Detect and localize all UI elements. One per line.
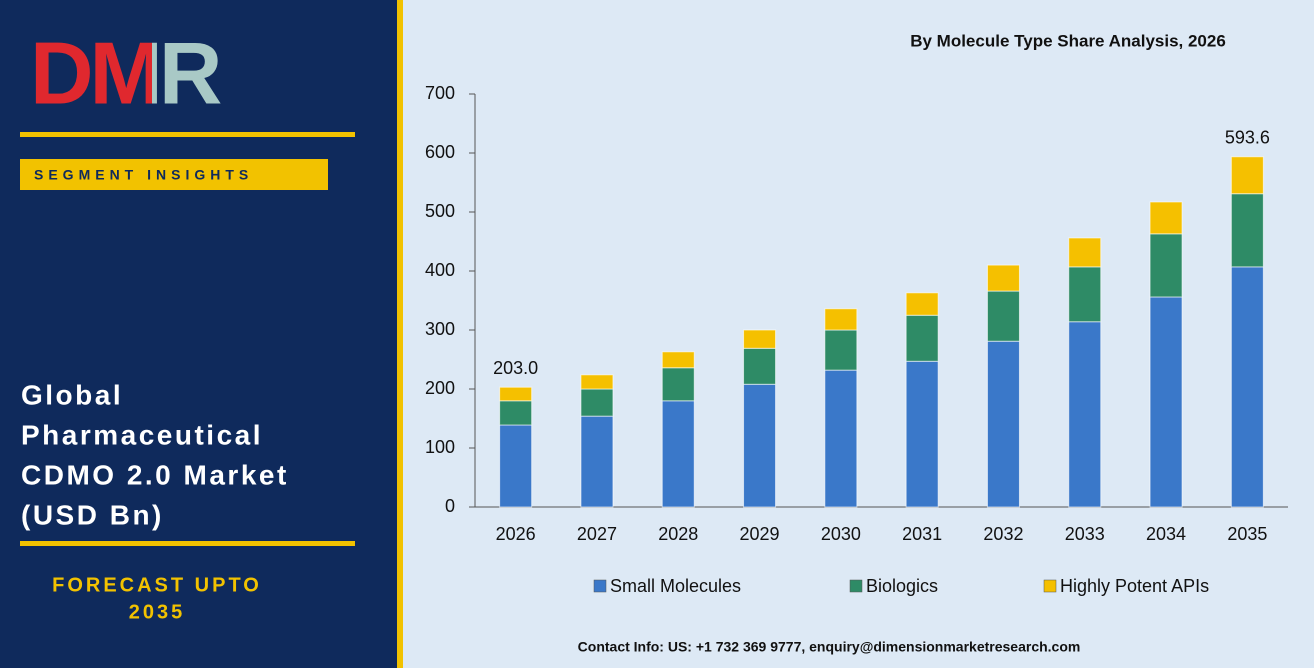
title-line: Global [21,379,123,410]
bar-segment [580,388,614,417]
total-label: 203.0 [493,358,538,378]
bar-segment [661,351,695,369]
badge: SEGMENT INSIGHTS [34,167,253,183]
bar-segment [1068,237,1102,268]
y-tick-label: 500 [425,201,455,221]
title-line: Pharmaceutical [21,419,263,450]
sidebar-bg [0,0,397,668]
forecast-line: 2035 [129,601,186,623]
bar-segment [743,383,777,508]
legend-swatch [849,579,863,593]
bar-segment [743,347,777,385]
bar-segment [661,367,695,402]
bar-segment [499,386,533,402]
forecast-line: FORECAST UPTO [52,574,262,596]
rule [20,541,355,546]
y-tick-label: 300 [425,319,455,339]
divider [397,0,403,668]
bar-segment [1068,266,1102,323]
bar-segment [824,329,858,371]
rule [20,132,355,137]
bar-segment [986,290,1020,342]
bar-segment [580,415,614,508]
bar-segment [824,308,858,331]
x-tick-label: 2026 [496,524,536,544]
x-tick-label: 2027 [577,524,617,544]
legend-label: Biologics [866,576,938,596]
legend-label: Highly Potent APIs [1060,576,1209,596]
title-line: (USD Bn) [21,499,164,530]
x-tick-label: 2029 [740,524,780,544]
bar-segment [1230,193,1264,268]
y-tick-label: 200 [425,378,455,398]
bar-segment [499,400,533,426]
bar-segment [743,329,777,349]
bar-segment [499,424,533,508]
bar-segment [580,374,614,390]
footer: Contact Info: US: +1 732 369 9777, enqui… [578,639,1081,655]
bar-segment [1230,156,1264,195]
logo: DMR [30,23,221,122]
x-tick-label: 2032 [983,524,1023,544]
forecast: FORECAST UPTO 2035 [52,574,262,623]
bar-segment [986,264,1020,292]
x-tick-label: 2031 [902,524,942,544]
bar-segment [661,400,695,508]
x-tick-label: 2030 [821,524,861,544]
y-tick-label: 700 [425,83,455,103]
bar-segment [905,360,939,508]
bar-segment [905,292,939,316]
bar-segment [1149,296,1183,508]
x-tick-label: 2028 [658,524,698,544]
x-tick-label: 2035 [1227,524,1267,544]
legend-swatch [1043,579,1057,593]
y-tick-label: 600 [425,142,455,162]
bar-segment [824,369,858,508]
bar-segment [1149,233,1183,298]
x-tick-label: 2034 [1146,524,1186,544]
x-tick-label: 2033 [1065,524,1105,544]
chart: 0 100 200 300 400 500 600 700 2026 203.0 2027 2028 2… [425,83,1288,596]
legend-swatch [593,579,607,593]
bar-segment [905,314,939,362]
bar-segment [986,340,1020,508]
title-line: CDMO 2.0 Market [21,459,289,490]
total-label: 593.6 [1225,128,1270,148]
legend-label: Small Molecules [610,576,741,596]
sidebar-title: Global Pharmaceutical CDMO 2.0 Market (USD … [21,379,289,530]
y-tick-label: 0 [445,496,455,516]
bar-segment [1149,201,1183,235]
y-tick-label: 400 [425,260,455,280]
badge-bg [20,159,328,190]
bar-segment [1068,321,1102,508]
bar-segment [1230,266,1264,508]
chart-title: By Molecule Type Share Analysis, 2026 [910,31,1226,50]
y-tick-label: 100 [425,437,455,457]
